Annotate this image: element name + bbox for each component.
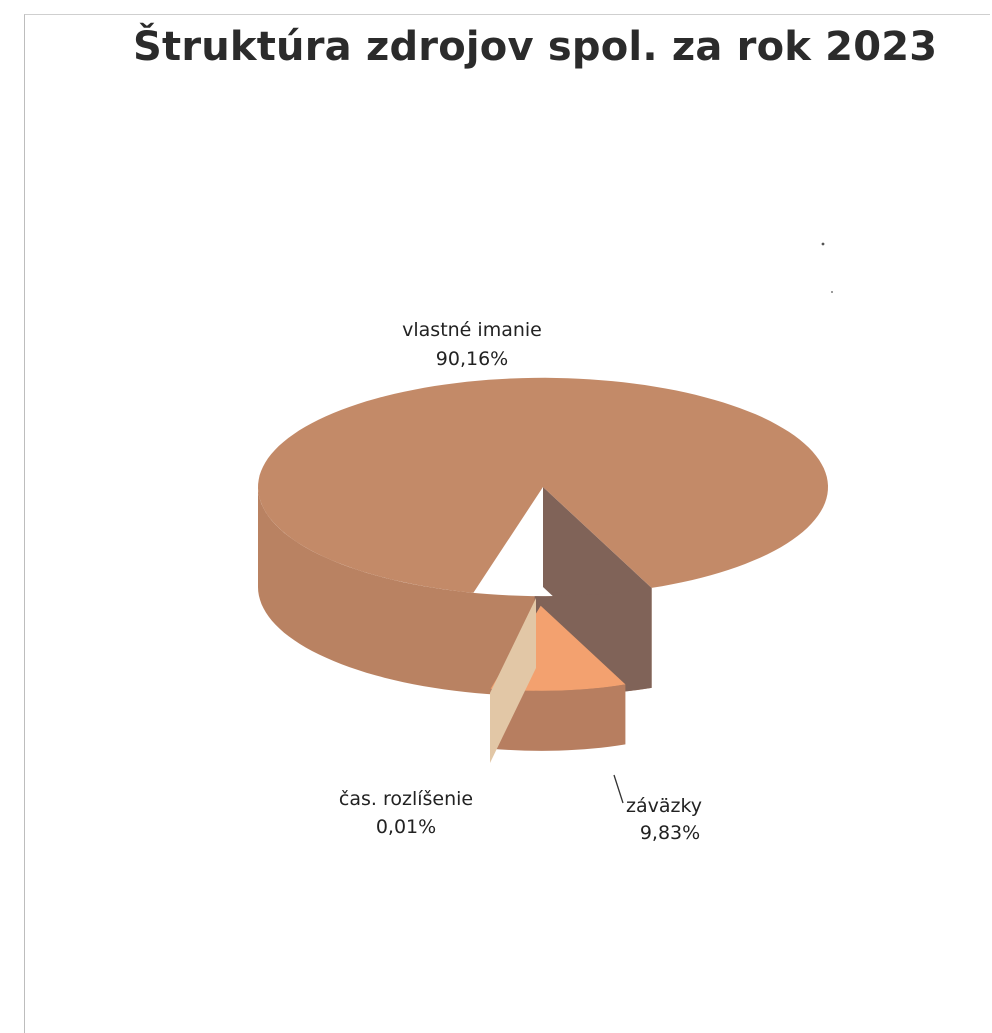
zavazky-leader-line [613, 774, 624, 804]
slice-vlastne-imanie-top [258, 377, 828, 593]
slice-zavazky-outer-side [490, 684, 626, 751]
chart-title: Štruktúra zdrojov spol. za rok 2023 [133, 24, 938, 70]
label-zavazky-value: 9,83% [640, 822, 700, 844]
pie-slice-cas-rozlisenie [490, 598, 536, 763]
label-vlastne-imanie-name: vlastné imanie [402, 319, 542, 341]
scan-speck [831, 291, 833, 293]
label-cas-rozlisenie-name: čas. rozlíšenie [339, 788, 473, 810]
scan-speck [821, 242, 825, 246]
pie-slice-vlastne-imanie [258, 377, 828, 697]
label-cas-rozlisenie-value: 0,01% [376, 816, 436, 838]
label-vlastne-imanie-value: 90,16% [436, 348, 508, 370]
slice-cas-rozlisenie-side [490, 598, 536, 763]
label-zavazky-name: záväzky [626, 795, 702, 817]
